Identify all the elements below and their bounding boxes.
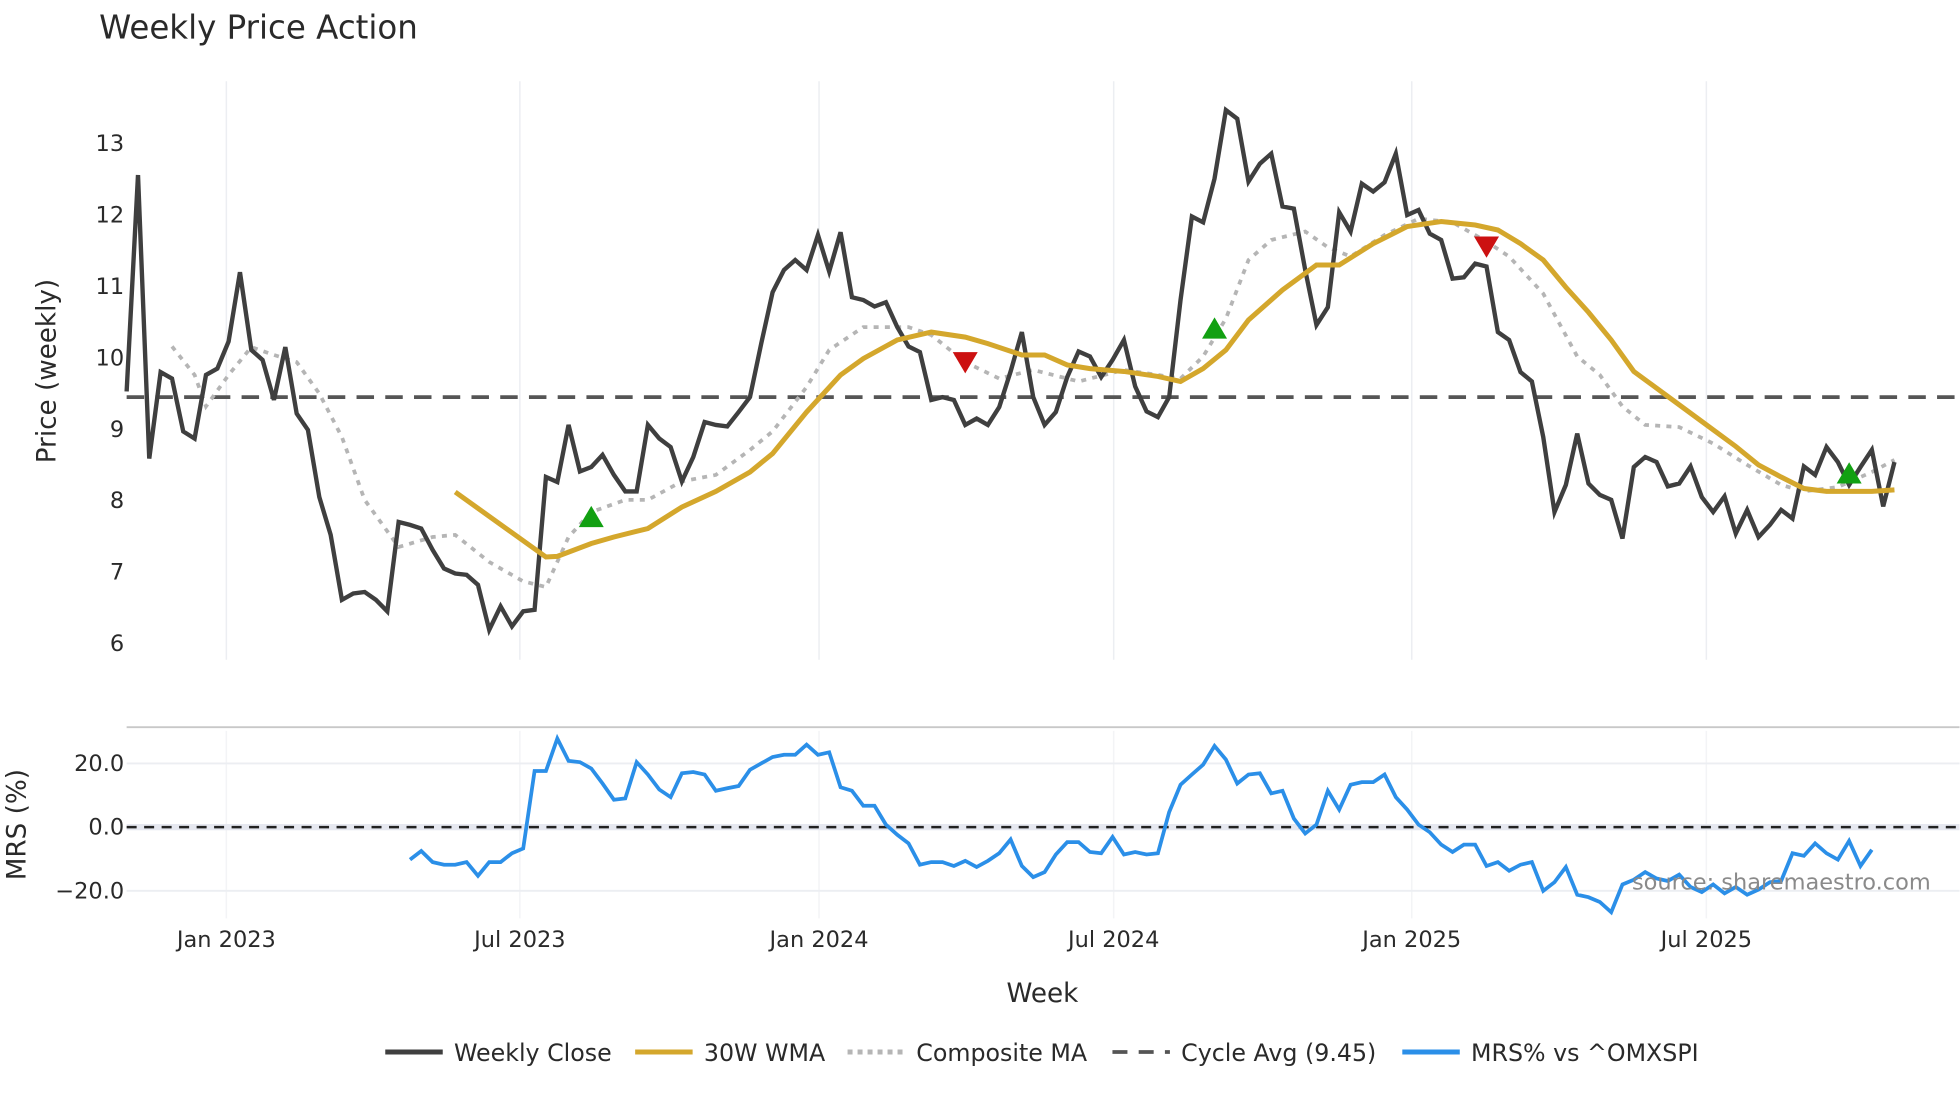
x-axis-ticks: Jan 2023 Jul 2023 Jan 2024 Jul 2024 Jan 2025…	[175, 927, 1752, 953]
x-tick-label: Jul 2023	[472, 927, 565, 953]
price-y-tick-label: 9	[110, 417, 124, 443]
mrs-y-tick-label: −20.0	[55, 878, 124, 904]
wma-30w-line	[453, 219, 1895, 560]
signal-markers	[578, 236, 1862, 528]
buy-signal-marker	[578, 505, 604, 528]
price-y-tick-label: 13	[96, 131, 125, 157]
x-tick-label: Jan 2023	[175, 927, 276, 953]
mrs-y-ticks: 20.0 0.0 −20.0	[55, 751, 124, 904]
x-axis-label: Week	[1007, 979, 1080, 1009]
mrs-y-tick-label: 20.0	[74, 751, 124, 777]
legend-label: 30W WMA	[704, 1039, 826, 1067]
mrs-y-tick-label: 0.0	[88, 815, 124, 841]
price-y-tick-label: 10	[96, 345, 125, 371]
legend: Weekly Close 30W WMA Composite MA Cycle Avg…	[385, 1039, 1699, 1067]
chart-title: Weekly Price Action	[99, 9, 418, 47]
x-tick-label: Jan 2024	[768, 927, 869, 953]
gridlines	[225, 81, 1708, 660]
price-y-ticks: 6 7 8 9 10 11 12 13	[96, 131, 125, 657]
sell-signal-marker	[952, 352, 978, 374]
composite-ma-line	[170, 216, 1896, 590]
price-y-tick-label: 8	[110, 488, 124, 514]
mrs-y-axis-label: MRS (%)	[2, 769, 32, 880]
price-y-axis-label: Price (weekly)	[32, 279, 62, 463]
price-y-tick-label: 12	[96, 203, 125, 229]
price-y-tick-label: 7	[110, 560, 124, 586]
mrs-line	[408, 733, 1874, 916]
mrs-gridlines	[126, 730, 1960, 919]
weekly-close-line	[124, 106, 1897, 637]
legend-label: Cycle Avg (9.45)	[1181, 1039, 1376, 1067]
legend-label: MRS% vs ^OMXSPI	[1471, 1039, 1699, 1067]
sell-signal-marker	[1474, 236, 1500, 258]
price-y-tick-label: 11	[96, 274, 125, 300]
legend-label: Composite MA	[916, 1039, 1088, 1067]
price-y-tick-label: 6	[110, 631, 124, 657]
source-watermark: source: sharemaestro.com	[1632, 870, 1931, 896]
x-tick-label: Jul 2025	[1659, 927, 1752, 953]
buy-signal-marker	[1836, 462, 1862, 484]
x-tick-label: Jul 2024	[1066, 927, 1159, 953]
buy-signal-marker	[1202, 317, 1228, 339]
legend-label: Weekly Close	[454, 1039, 612, 1067]
x-tick-label: Jan 2025	[1360, 927, 1461, 953]
